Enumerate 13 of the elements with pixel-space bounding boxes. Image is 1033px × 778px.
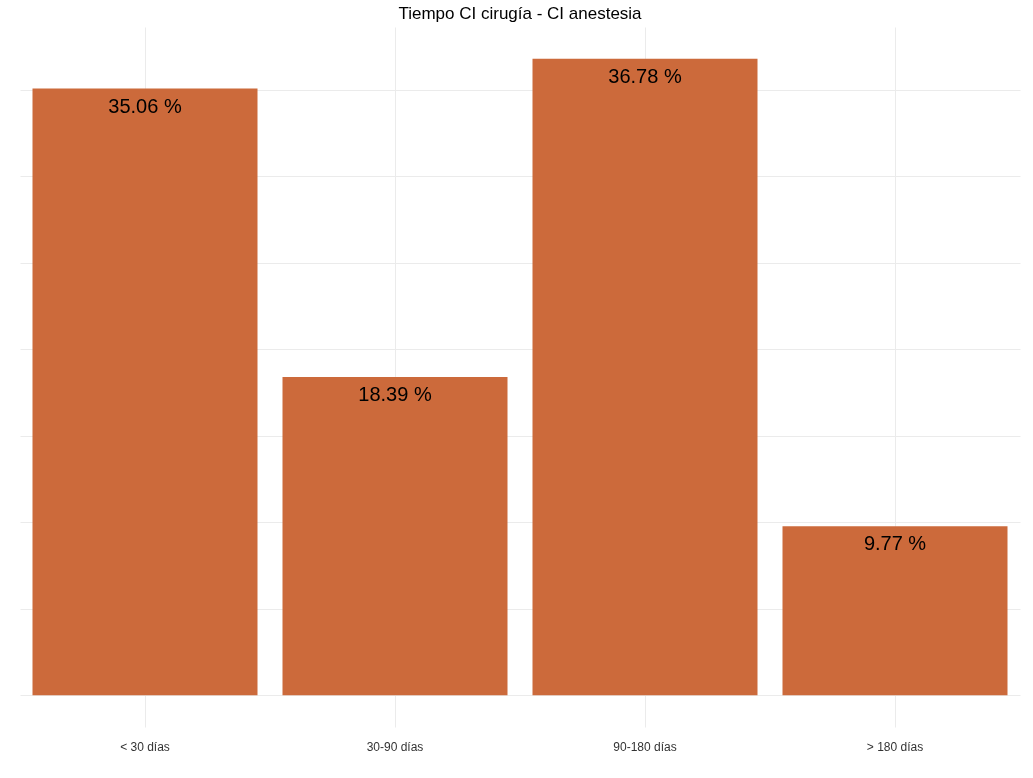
bar [532,58,758,696]
data-label: 35.06 % [108,94,182,117]
data-label: 18.39 % [358,383,432,405]
x-tick-label: 90-180 días [613,739,677,754]
chart-title: Tiempo CI cirugía - CI anestesia [398,4,643,23]
x-tick-label: < 30 días [120,739,170,754]
bar [782,526,1008,696]
data-label: 36.78 % [608,64,682,87]
x-tick-label: > 180 días [866,739,924,754]
data-label: 9.77 % [863,532,927,555]
bar [282,377,508,696]
x-tick-label: 30-90 días [366,739,424,754]
bar [32,88,258,696]
